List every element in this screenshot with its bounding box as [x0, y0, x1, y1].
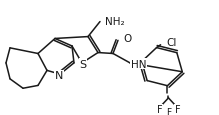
Text: O: O [123, 34, 131, 44]
Text: N: N [55, 70, 63, 80]
Text: F: F [175, 104, 180, 114]
Text: Cl: Cl [167, 38, 177, 47]
Text: F: F [166, 107, 171, 115]
Text: S: S [79, 59, 87, 69]
Text: F: F [157, 104, 162, 114]
Text: HN: HN [131, 59, 147, 69]
Text: NH₂: NH₂ [105, 16, 125, 26]
